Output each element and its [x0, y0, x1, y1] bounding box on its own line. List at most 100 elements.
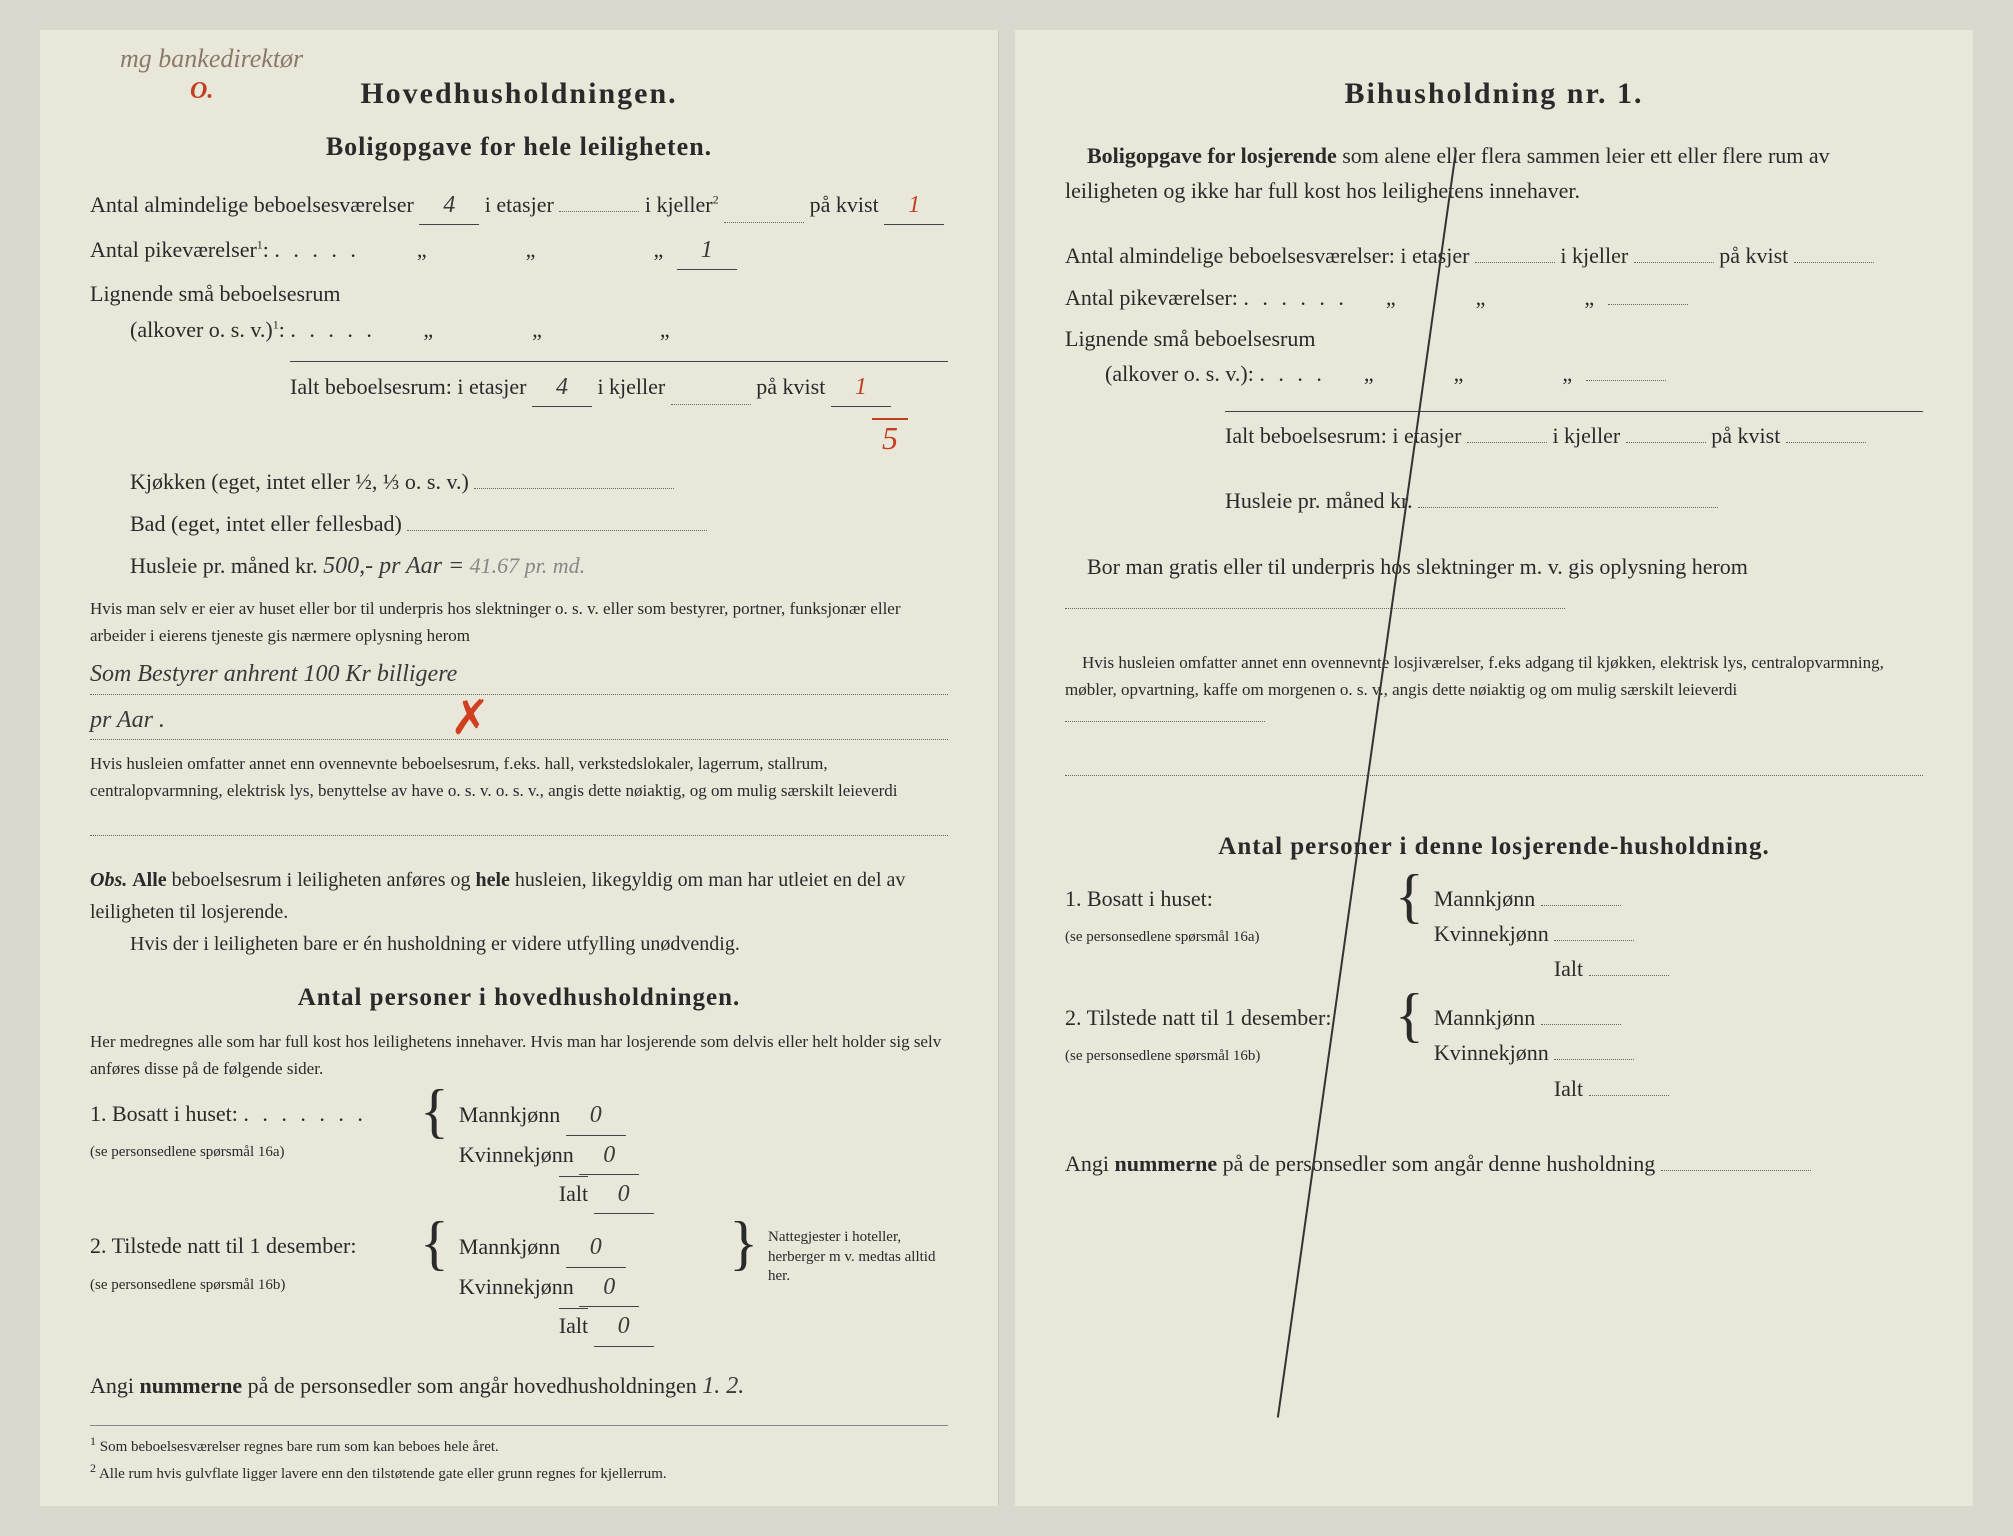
- bracket-close-icon: }: [729, 1228, 758, 1258]
- hvis-hw1: Som Bestyrer anhrent 100 Kr billigere: [90, 655, 948, 694]
- fn1: Som beboelsesværelser regnes bare rum so…: [100, 1439, 499, 1455]
- label: Husleie pr. måned kr.: [130, 553, 318, 578]
- ialt-label: Ialt: [1554, 956, 1583, 981]
- blank: [559, 211, 639, 212]
- q2-ialt-hw: 0: [594, 1307, 654, 1346]
- bracket-icon: {: [420, 1228, 449, 1258]
- angi-val-hw: 1. 2.: [702, 1373, 744, 1399]
- label: i kjeller: [1560, 243, 1628, 268]
- fn2-num: 2: [90, 1461, 96, 1475]
- section2-title: Antal personer i hovedhusholdningen.: [90, 978, 948, 1018]
- kvinne-label: Kvinnekjønn: [459, 1274, 574, 1299]
- label: på kvist: [1711, 423, 1780, 448]
- q1-ialt-hw: 0: [594, 1175, 654, 1214]
- q2-label: Tilstede natt til 1 desember:: [1087, 1005, 1332, 1030]
- obs-label: Obs.: [90, 869, 127, 891]
- q2-row: 2. Tilstede natt til 1 desember: (se per…: [90, 1228, 948, 1346]
- label: Lignende små beboelsesrum: [90, 281, 341, 306]
- q2-label: Tilstede natt til 1 desember:: [112, 1233, 357, 1258]
- val-etasjer-hw: 4: [419, 186, 479, 225]
- q2-sub: (se personsedlene spørsmål 16b): [90, 1277, 285, 1293]
- hw-line1: Som Bestyrer anhrent 100 Kr billigere: [90, 655, 948, 694]
- r-line1: Antal almindelige beboelsesværelser: i e…: [1065, 238, 1923, 273]
- q2-note: Nattegjester i hoteller, herberger m v. …: [768, 1228, 948, 1287]
- bracket-icon: {: [1395, 1000, 1424, 1030]
- label: Ialt beboelsesrum:: [290, 374, 452, 399]
- blank: [671, 369, 751, 405]
- label: i kjeller: [1552, 423, 1620, 448]
- husleie-pencil: 41.67 pr. md.: [470, 553, 586, 578]
- r-q2-left: 2. Tilstede natt til 1 desember: (se per…: [1065, 1000, 1385, 1070]
- label: Husleie pr. måned kr.: [1225, 488, 1413, 513]
- dots: . . . . . „ „ „: [290, 317, 673, 342]
- label: Antal pikeværelser: [90, 237, 257, 262]
- hvis-hw2: pr Aar . ✗: [90, 701, 948, 740]
- ialt-kvist-hw: 1: [831, 368, 891, 407]
- fn1-num: 1: [90, 1434, 96, 1448]
- hvis2-text: Hvis husleien omfatter annet enn ovennev…: [90, 750, 948, 804]
- ialt-label: Ialt: [559, 1176, 588, 1206]
- ialt-etasjer-hw: 4: [532, 368, 592, 407]
- bracket-icon: {: [1395, 881, 1424, 911]
- blank: [1786, 442, 1866, 443]
- sup: 2: [713, 192, 719, 206]
- q1-row: 1. Bosatt i huset: . . . . . . . (se per…: [90, 1096, 948, 1214]
- label: på kvist: [1719, 243, 1788, 268]
- intro-bold: Boligopgave for losjerende: [1087, 143, 1337, 168]
- r-lignende: Lignende små beboelsesrum (alkover o. s.…: [1065, 321, 1923, 391]
- q1-label: Bosatt i huset:: [112, 1101, 238, 1126]
- line-alkover: Lignende små beboelsesrum (alkover o. s.…: [90, 276, 948, 346]
- line-kjokken: Kjøkken (eget, intet eller ½, ⅓ o. s. v.…: [130, 464, 948, 499]
- label: Antal almindelige beboelsesværelser: i e…: [1065, 243, 1469, 268]
- blank: [1661, 1170, 1811, 1171]
- label: Antal almindelige beboelsesværelser: [90, 192, 414, 217]
- label: Antal pikeværelser:: [1065, 285, 1238, 310]
- dots: . . . . . „ „ „: [274, 237, 676, 262]
- blank: [1065, 721, 1265, 722]
- blank: [1541, 1024, 1621, 1025]
- kvinne-label: Kvinnekjønn: [459, 1142, 574, 1167]
- blank: [1554, 1059, 1634, 1060]
- line-husleie: Husleie pr. måned kr. 500,- pr Aar = 41.…: [130, 547, 948, 585]
- mann-label: Mannkjønn: [1434, 886, 1535, 911]
- blank: [724, 187, 804, 223]
- r-hvis: Hvis husleien omfatter annet enn ovennev…: [1065, 649, 1923, 731]
- kvinne-label: Kvinnekjønn: [1434, 1040, 1549, 1065]
- q2-kvinne-hw: 0: [579, 1268, 639, 1307]
- q1-sub: (se personsedlene spørsmål 16a): [90, 1144, 285, 1160]
- blank: [1554, 940, 1634, 941]
- val-kvist-hw: 1: [884, 186, 944, 225]
- sublabel: (alkover o. s. v.): [130, 317, 273, 342]
- label: Hvis husleien omfatter annet enn ovennev…: [1065, 653, 1884, 699]
- r-angi: Angi nummerne på de personsedler som ang…: [1065, 1146, 1923, 1181]
- q2-mann-hw: 0: [566, 1228, 626, 1267]
- blank: [1586, 380, 1666, 381]
- blank: [1589, 975, 1669, 976]
- ialt-label: Ialt: [1554, 1076, 1583, 1101]
- footnotes: 1 Som beboelsesværelser regnes bare rum …: [90, 1425, 948, 1486]
- obs-block: Obs. Alle beboelsesrum i leiligheten anf…: [90, 864, 948, 960]
- hw-line2: pr Aar .: [90, 701, 948, 740]
- blank: [1418, 507, 1718, 508]
- ialt-total-wrap: 5: [90, 413, 908, 464]
- q1-label: Bosatt i huset:: [1087, 886, 1213, 911]
- dots: . . . . . . „ „ „: [1243, 285, 1607, 310]
- label: Lignende små beboelsesrum: [1065, 326, 1316, 351]
- husleie-hw: 500,- pr Aar =: [323, 553, 464, 579]
- r-q1-entries: Mannkjønn Kvinnekjønn Ialt: [1434, 881, 1923, 987]
- blank: [1589, 1095, 1669, 1096]
- right-page: Bihusholdning nr. 1. Boligopgave for los…: [1015, 30, 1973, 1506]
- label: i etasjer: [1392, 423, 1461, 448]
- blank: [1608, 304, 1688, 305]
- r-angi-label: Angi nummerne på de personsedler som ang…: [1065, 1151, 1655, 1176]
- red-mark-o: O.: [190, 72, 213, 110]
- r-pike: Antal pikeværelser: . . . . . . „ „ „: [1065, 280, 1923, 315]
- q2-num: 2.: [1065, 1005, 1082, 1030]
- blank: [1634, 262, 1714, 263]
- line-pike: Antal pikeværelser1: . . . . . „ „ „ 1: [90, 231, 948, 270]
- label: Bor man gratis eller til underpris hos s…: [1087, 554, 1748, 579]
- label: i kjeller: [645, 192, 713, 217]
- sup: 1: [257, 238, 263, 252]
- q1-num: 1.: [90, 1101, 107, 1126]
- label: i kjeller: [597, 374, 670, 399]
